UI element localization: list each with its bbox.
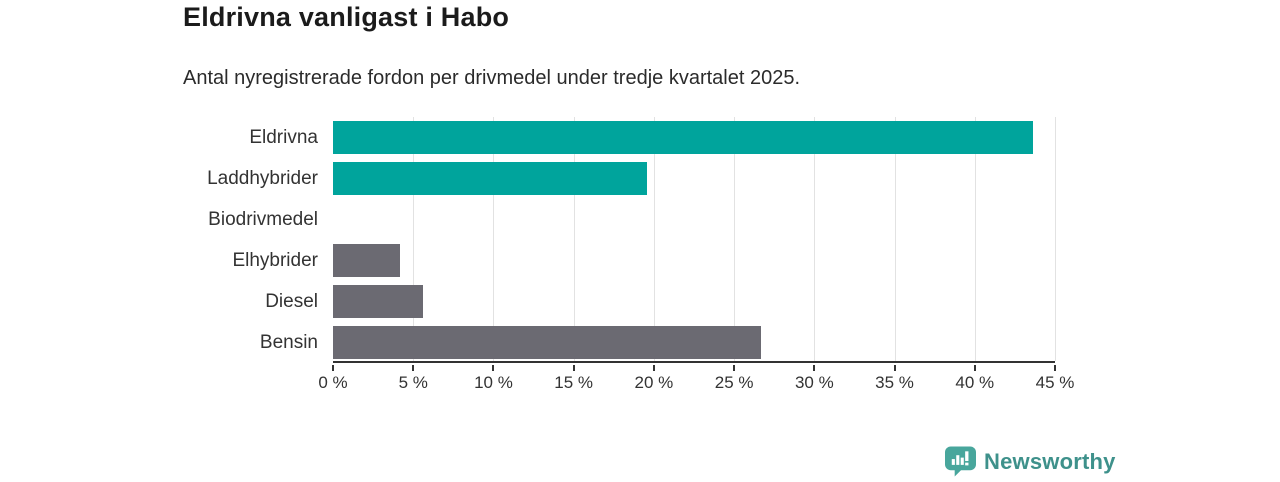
bar-row-biodrivmedel: Biodrivmedel: [0, 199, 1280, 240]
bar-eldrivna: [333, 121, 1033, 154]
gridline-10: [493, 117, 495, 361]
bar-row-eldrivna: Eldrivna: [0, 117, 1280, 158]
gridline-15: [573, 117, 575, 361]
tick-label-15: 15 %: [554, 373, 594, 392]
newsworthy-chart-bubble-icon: [944, 446, 977, 477]
tick-label-25: 25 %: [714, 373, 754, 392]
category-label: Elhybrider: [232, 250, 318, 271]
chart-subtitle: Antal nyregistrerade fordon per drivmede…: [183, 67, 801, 89]
gridline-40: [974, 117, 976, 361]
bar-bensin: [333, 326, 762, 359]
gridline-30: [814, 117, 816, 361]
axis-tick-40: [973, 365, 976, 371]
tick-label-5: 5 %: [398, 373, 428, 392]
category-label: Eldrivna: [249, 127, 318, 148]
bar-laddhybrider: [333, 162, 648, 195]
tick-label-30: 30 %: [794, 373, 834, 392]
bar-row-laddhybrider: Laddhybrider: [0, 158, 1280, 199]
bar-row-elhybrider: Elhybrider: [0, 240, 1280, 281]
tick-label-20: 20 %: [634, 373, 674, 392]
category-label: Diesel: [265, 291, 318, 312]
gridline-25: [734, 117, 736, 361]
newsworthy-logo-text: Newsworthy: [984, 448, 1116, 474]
axis-tick-35: [893, 365, 896, 371]
category-label: Laddhybrider: [207, 168, 318, 189]
tick-label-40: 40 %: [955, 373, 995, 392]
gridline-35: [894, 117, 896, 361]
bar-row-bensin: Bensin: [0, 322, 1280, 363]
gridline-20: [653, 117, 655, 361]
bar-diesel: [333, 285, 423, 318]
tick-label-10: 10 %: [474, 373, 513, 392]
tick-label-0: 0 %: [318, 373, 348, 392]
axis-tick-25: [733, 365, 736, 371]
category-label: Biodrivmedel: [208, 209, 318, 230]
chart-title: Eldrivna vanligast i Habo: [183, 2, 510, 32]
axis-tick-10: [492, 365, 495, 371]
axis-tick-30: [813, 365, 816, 371]
category-label: Bensin: [259, 332, 318, 353]
bar-elhybrider: [333, 244, 401, 277]
axis-tick-5: [412, 365, 415, 371]
tick-label-45: 45 %: [1035, 373, 1075, 392]
gridline-5: [413, 117, 415, 361]
gridline-45: [1055, 117, 1056, 361]
axis-tick-45: [1054, 365, 1056, 371]
bar-rows: 0 % 5 % 10 % 15 % 20 % 25 % 30 % 35 % 40 % 45 % El…: [0, 117, 1280, 392]
axis-tick-0: [332, 365, 334, 371]
plot-area: [333, 117, 1056, 363]
axis-tick-20: [652, 365, 655, 371]
axis-tick-15: [572, 365, 575, 371]
tick-label-35: 35 %: [875, 373, 914, 392]
newsworthy-logo: Newsworthy: [944, 446, 1116, 477]
bar-chart: 0 % 5 % 10 % 15 % 20 % 25 % 30 % 35 % 40 % 45 % El…: [0, 117, 1280, 392]
bar-row-diesel: Diesel: [0, 281, 1280, 322]
